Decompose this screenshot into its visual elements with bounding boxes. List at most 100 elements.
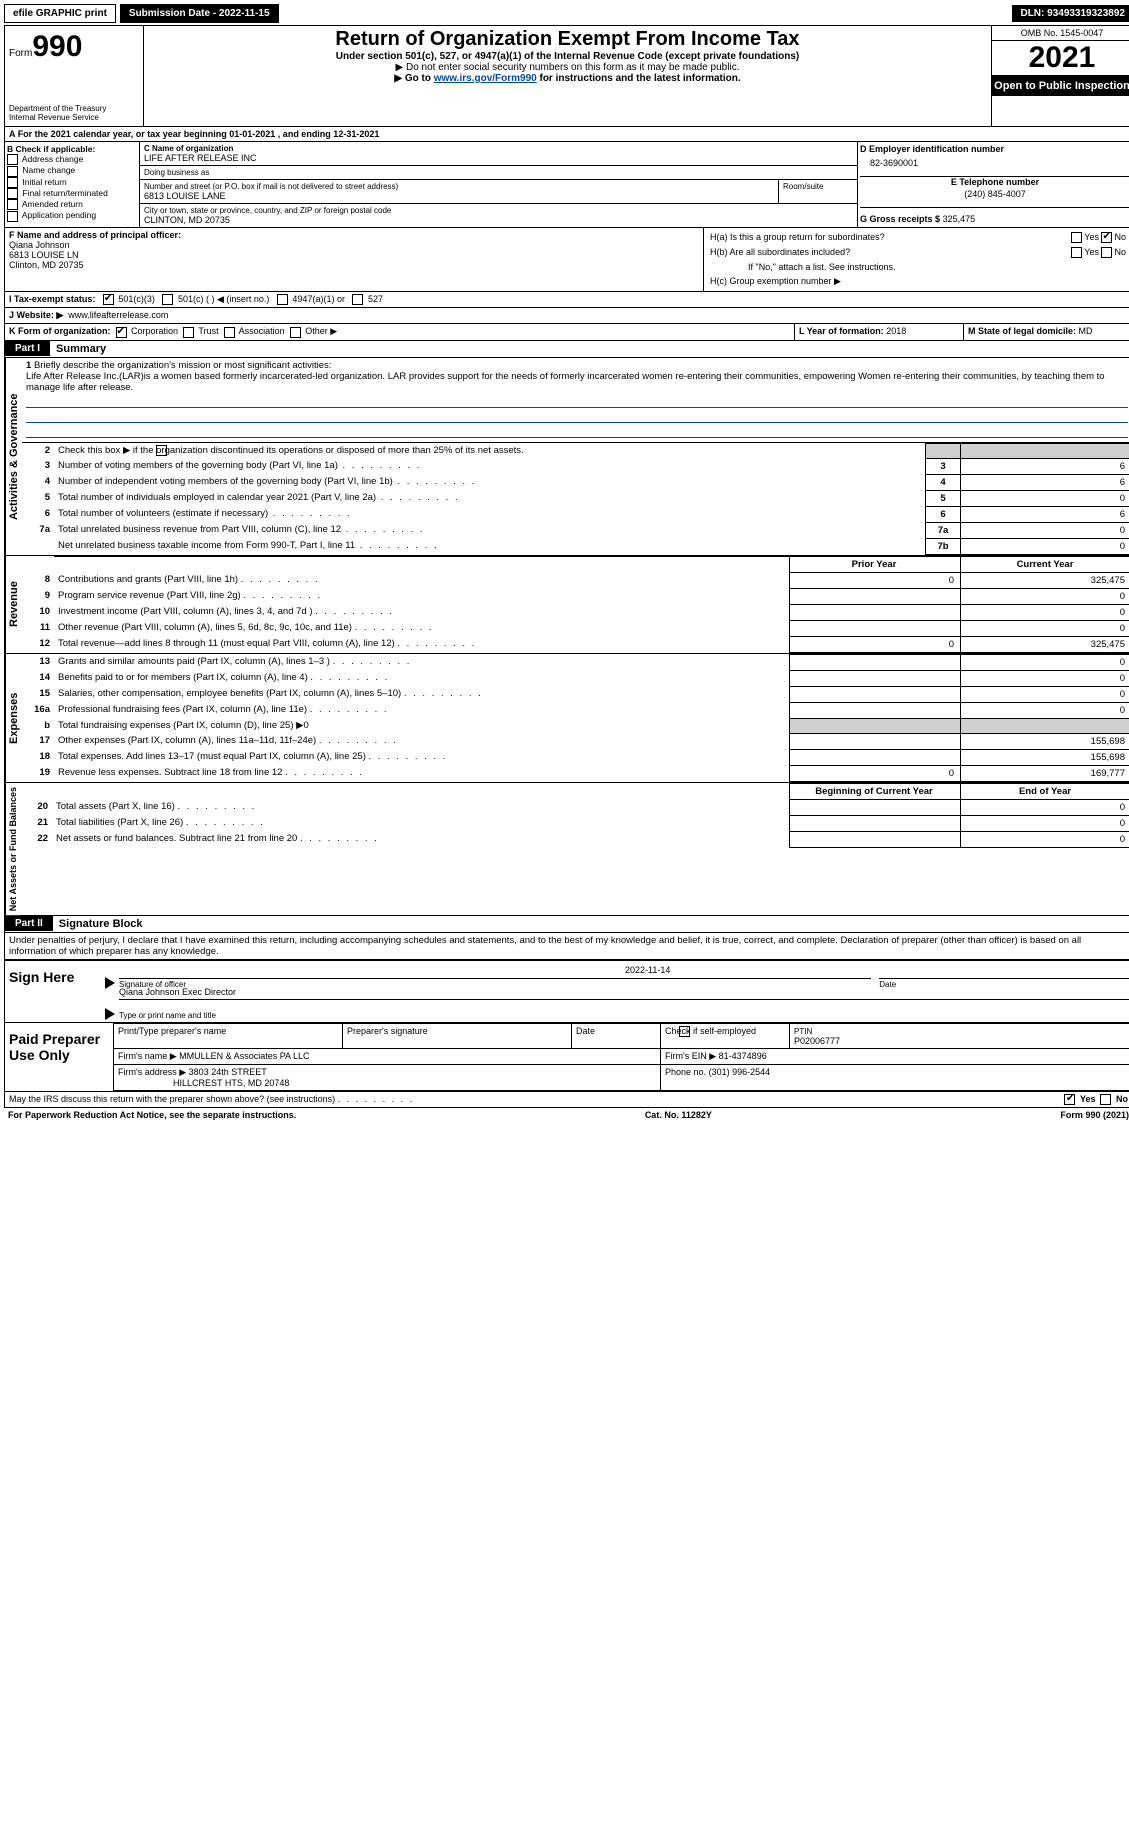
m-label: M State of legal domicile: [968, 326, 1076, 336]
top-bar: efile GRAPHIC print Submission Date - 20… [4, 4, 1129, 23]
b-check-item: Amended return [7, 199, 137, 210]
q2-text: Check this box ▶ if the organization dis… [58, 445, 524, 456]
irs-link[interactable]: www.irs.gov/Form990 [434, 73, 537, 84]
f-addr2: Clinton, MD 20735 [9, 260, 699, 270]
ptin-cell: PTINP02006777 [790, 1023, 1129, 1048]
vtab-expenses: Expenses [5, 654, 22, 782]
section-activities-governance: Activities & Governance 1 Briefly descri… [4, 358, 1129, 556]
section-net-assets: Net Assets or Fund Balances Beginning of… [4, 783, 1129, 916]
firm-phone-value: (301) 996-2544 [709, 1067, 771, 1077]
b-checkbox[interactable] [7, 188, 18, 199]
sub3-pre: ▶ Go to [394, 73, 433, 84]
table-row: Net unrelated business taxable income fr… [22, 538, 1129, 554]
k-other-checkbox[interactable] [290, 327, 301, 338]
i-501c-checkbox[interactable] [162, 294, 173, 305]
part-i-title: Summary [50, 341, 112, 357]
street-value: 6813 LOUISE LANE [144, 191, 774, 201]
table-row: 21Total liabilities (Part X, line 26) 0 [20, 815, 1129, 831]
l-label: L Year of formation: [799, 326, 884, 336]
ptin-value: P02006777 [794, 1036, 840, 1046]
firm-name-value: MMULLEN & Associates PA LLC [179, 1051, 309, 1061]
i-527-checkbox[interactable] [352, 294, 363, 305]
b-check-item: Final return/terminated [7, 188, 137, 199]
table-row: 4Number of independent voting members of… [22, 474, 1129, 490]
part-ii-header-row: Part II Signature Block [4, 916, 1129, 933]
col-begin: Beginning of Current Year [790, 783, 961, 799]
k-corp-checkbox[interactable] [116, 327, 127, 338]
part-ii-badge: Part II [5, 916, 53, 931]
footer-row: For Paperwork Reduction Act Notice, see … [4, 1108, 1129, 1122]
b-checkbox[interactable] [7, 199, 18, 210]
i-opt2: 501(c) ( ) ◀ (insert no.) [178, 294, 269, 304]
form-header: Form990 Department of the Treasury Inter… [4, 25, 1129, 127]
hb-no-checkbox[interactable] [1101, 247, 1112, 258]
b-check-item: Initial return [7, 177, 137, 188]
arrow-icon [105, 1008, 115, 1020]
part-i-header-row: Part I Summary [4, 341, 1129, 358]
prep-date-hdr: Date [572, 1023, 661, 1048]
omb-number: OMB No. 1545-0047 [992, 26, 1129, 41]
form-label: Form [9, 48, 32, 59]
hb-yes-checkbox[interactable] [1071, 247, 1082, 258]
self-employed-checkbox[interactable] [679, 1026, 690, 1037]
b-checkbox[interactable] [7, 177, 18, 188]
row-i: I Tax-exempt status: 501(c)(3) 501(c) ( … [4, 292, 1129, 308]
f-name: Qiana Johnson [9, 240, 699, 250]
subtitle-1: Under section 501(c), 527, or 4947(a)(1)… [146, 51, 989, 62]
i-4947-checkbox[interactable] [277, 294, 288, 305]
table-row: 19Revenue less expenses. Subtract line 1… [22, 765, 1129, 781]
preparer-table: Print/Type preparer's name Preparer's si… [113, 1023, 1129, 1091]
city-value: CLINTON, MD 20735 [144, 215, 853, 225]
discuss-yes-checkbox[interactable] [1064, 1094, 1075, 1105]
b-header: B Check if applicable: [7, 144, 137, 154]
subtitle-3: ▶ Go to www.irs.gov/Form990 for instruct… [146, 73, 989, 84]
c-name-value: LIFE AFTER RELEASE INC [144, 153, 853, 163]
dept-treasury: Department of the Treasury [9, 104, 139, 113]
table-row: bTotal fundraising expenses (Part IX, co… [22, 718, 1129, 733]
firm-ein-value: 81-4374896 [719, 1051, 767, 1061]
f-addr1: 6813 LOUISE LN [9, 250, 699, 260]
table-row: 5Total number of individuals employed in… [22, 490, 1129, 506]
lines-ag: 2Check this box ▶ if the organization di… [22, 443, 1129, 555]
b-checkbox[interactable] [7, 154, 18, 165]
ha-no-checkbox[interactable] [1101, 232, 1112, 243]
table-row: 17Other expenses (Part IX, column (A), l… [22, 733, 1129, 749]
form-title: Return of Organization Exempt From Incom… [146, 28, 989, 51]
sign-here-block: Sign Here Signature of officer Date 2022… [4, 960, 1129, 1023]
b-check-item: Address change [7, 154, 137, 165]
city-label: City or town, state or province, country… [144, 206, 853, 215]
ha-label: H(a) Is this a group return for subordin… [710, 232, 885, 243]
q1-num: 1 [26, 360, 31, 371]
sub3-post: for instructions and the latest informat… [537, 73, 741, 84]
form-foot: Form 990 (2021) [1060, 1110, 1129, 1120]
e-phone-label: E Telephone number [860, 177, 1129, 187]
i-501c3-checkbox[interactable] [103, 294, 114, 305]
col-end: End of Year [961, 783, 1129, 799]
firm-addr1: 3803 24th STREET [189, 1067, 267, 1077]
declaration: Under penalties of perjury, I declare th… [4, 933, 1129, 960]
ha-yes-checkbox[interactable] [1071, 232, 1082, 243]
b-checkbox[interactable] [7, 166, 18, 177]
table-row: 7aTotal unrelated business revenue from … [22, 522, 1129, 538]
arrow-icon [105, 977, 115, 989]
i-opt4: 527 [368, 294, 383, 304]
d-ein-label: D Employer identification number [860, 144, 1129, 154]
underline [26, 425, 1128, 438]
row-a-text: For the 2021 calendar year, or tax year … [18, 129, 380, 139]
vtab-activities: Activities & Governance [5, 358, 22, 555]
g-receipts-value: 325,475 [943, 214, 976, 224]
lines-expenses: 13Grants and similar amounts paid (Part … [22, 654, 1129, 782]
row-a: A For the 2021 calendar year, or tax yea… [4, 127, 1129, 142]
d-ein-value: 82-3690001 [860, 154, 1129, 176]
g-receipts-label: G Gross receipts $ [860, 214, 940, 224]
discuss-no-checkbox[interactable] [1100, 1094, 1111, 1105]
b-checkbox[interactable] [7, 211, 18, 222]
k-assoc-checkbox[interactable] [224, 327, 235, 338]
sign-here-label: Sign Here [5, 961, 103, 1022]
q1-label: Briefly describe the organization's miss… [34, 360, 332, 371]
q2-checkbox[interactable] [156, 445, 167, 456]
k-opt3: Association [239, 326, 285, 336]
room-label: Room/suite [783, 182, 853, 191]
subtitle-2: ▶ Do not enter social security numbers o… [146, 62, 989, 73]
k-trust-checkbox[interactable] [183, 327, 194, 338]
